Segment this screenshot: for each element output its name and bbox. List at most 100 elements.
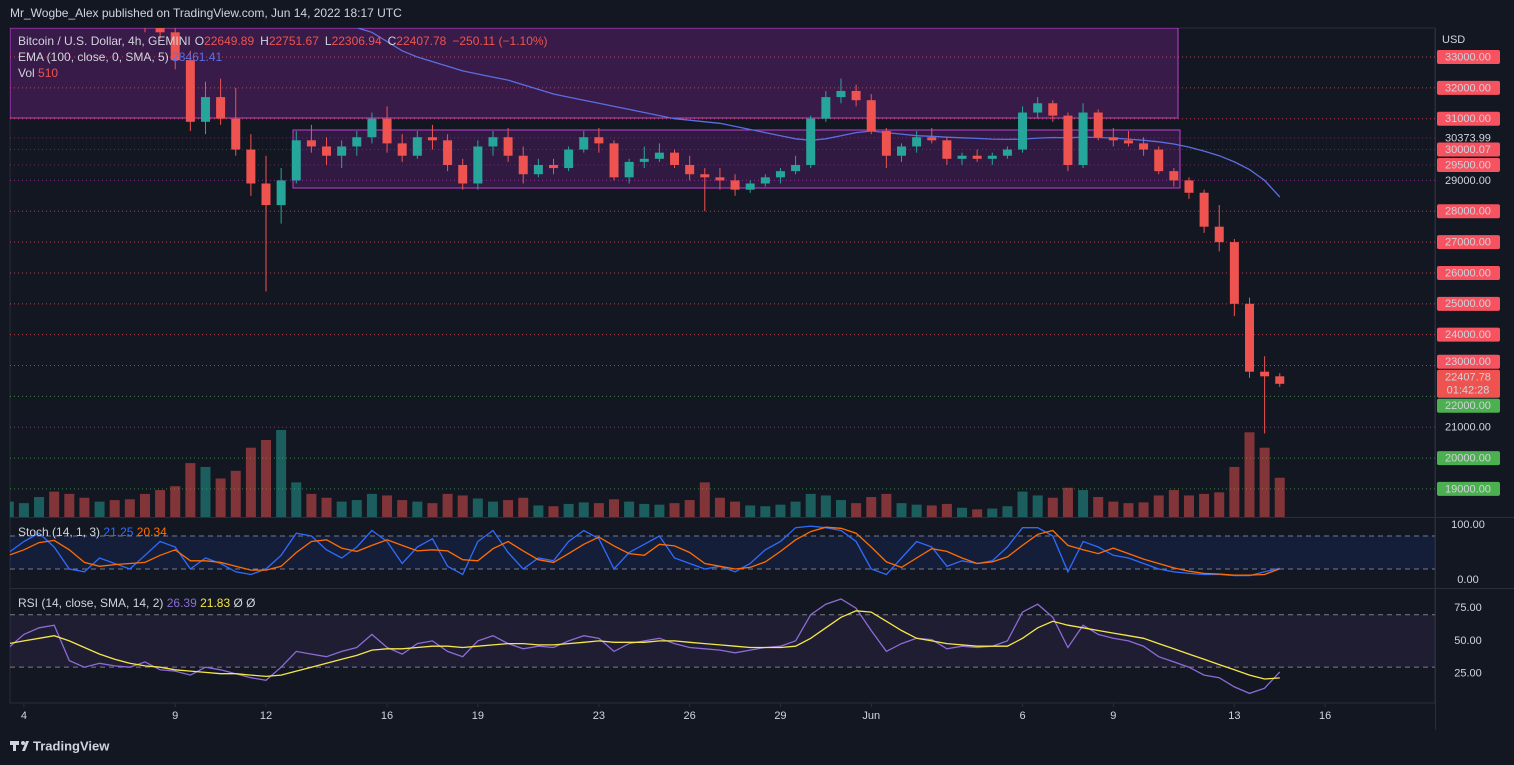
band-fill <box>10 535 1435 570</box>
candle-body <box>458 164 468 184</box>
y-tick-label-box <box>1437 111 1500 126</box>
volume-bar <box>64 493 75 517</box>
x-tick-label: 26 <box>684 710 696 722</box>
y-tick-label-box <box>1437 398 1500 413</box>
price-label-box <box>1437 142 1500 157</box>
countdown: 01:42:28 <box>1447 385 1490 397</box>
volume-bar <box>1153 495 1164 517</box>
y-tick-label: 100.00 <box>1451 519 1485 531</box>
volume-bar <box>1078 490 1089 517</box>
ema-legend: EMA (100, close, 0, SMA, 5) 28461.41 <box>18 50 222 64</box>
candle-body <box>987 155 997 159</box>
rsi-extra: Ø Ø <box>233 596 255 610</box>
candle-body <box>382 118 392 144</box>
price-label: 29500.00 <box>1445 159 1491 171</box>
x-tick-label: 19 <box>472 710 484 722</box>
vol-title: Vol <box>18 66 35 80</box>
volume-bar <box>200 466 211 517</box>
volume-bar <box>1138 502 1149 517</box>
candle-body <box>624 161 634 178</box>
volume-bar <box>851 503 862 517</box>
volume-bar <box>261 440 272 517</box>
y-tick-label: 32000.00 <box>1445 82 1491 94</box>
candle-body <box>730 180 740 190</box>
volume-bar <box>548 506 559 517</box>
volume-bar <box>457 495 468 517</box>
candle-body <box>1123 140 1133 144</box>
y-tick-label-box <box>1437 50 1500 65</box>
candle-body <box>1184 180 1194 193</box>
volume-bar <box>1274 477 1285 517</box>
y-tick-label-box <box>1437 235 1500 250</box>
volume-bar <box>730 501 741 517</box>
volume-bar <box>79 497 90 517</box>
candle-body <box>246 149 256 184</box>
candle-body <box>1002 149 1012 156</box>
axis-unit: USD <box>1442 34 1465 46</box>
symbol-legend: Bitcoin / U.S. Dollar, 4h, GEMINI O22649.… <box>18 34 548 48</box>
stoch-title: Stoch (14, 1, 3) <box>18 525 100 539</box>
ohlc: O22649.89 H22751.67 L22306.94 C22407.78 −250… <box>195 34 548 48</box>
volume-bar <box>10 501 14 517</box>
candle-body <box>473 146 483 184</box>
candle-body <box>1139 143 1149 150</box>
volume-bar <box>1108 501 1119 517</box>
volume-bar <box>624 501 635 517</box>
y-tick-label: 19000.00 <box>1445 483 1491 495</box>
candle-body <box>927 137 937 141</box>
y-tick-label: 75.00 <box>1454 602 1482 614</box>
candle-body <box>896 146 906 156</box>
candle-body <box>670 152 680 165</box>
candle-body <box>579 137 589 150</box>
ema-value: 28461.41 <box>172 50 222 64</box>
volume-bar <box>94 501 105 517</box>
volume-bar <box>941 503 952 517</box>
volume-bar <box>336 501 347 517</box>
x-tick-label: Jun <box>862 710 880 722</box>
volume-bar <box>820 495 831 517</box>
logo-part <box>21 741 25 745</box>
volume-bar <box>1168 490 1179 517</box>
candle-body <box>397 143 407 156</box>
ohlc-value: 22306.94 <box>332 34 382 48</box>
volume-bar <box>835 500 846 517</box>
candle-body <box>654 152 664 159</box>
logo-part <box>22 741 29 751</box>
y-tick-label: 26000.00 <box>1445 267 1491 279</box>
candle-body <box>427 137 437 141</box>
candle-body <box>639 158 649 162</box>
volume-bar <box>714 497 725 517</box>
time-axis: 4 9 12 16 19 23 26 29 Jun 6 9 13 16 <box>21 703 1331 722</box>
x-tick-label: 9 <box>1110 710 1116 722</box>
candle-body <box>775 171 785 178</box>
stoch-d-value: 20.34 <box>137 525 167 539</box>
symbol-title: Bitcoin / U.S. Dollar, 4h, GEMINI <box>18 34 191 48</box>
y-tick-label-box <box>1437 327 1500 342</box>
candle-body <box>155 28 165 33</box>
last-price-box <box>1437 369 1500 398</box>
rsi-legend: RSI (14, close, SMA, 14, 2) 26.39 21.83 … <box>18 596 256 610</box>
x-tick-label: 29 <box>774 710 786 722</box>
candle-body <box>337 146 347 156</box>
y-tick-label-box <box>1437 204 1500 219</box>
candle-body <box>1108 137 1118 141</box>
candle-body <box>881 131 891 156</box>
candle-body <box>261 183 271 206</box>
volume-bar <box>215 478 226 517</box>
ohlc-prefix: H <box>260 34 269 48</box>
volume-bar <box>18 503 29 517</box>
candle-body <box>216 97 226 119</box>
x-tick-label: 9 <box>172 710 178 722</box>
y-tick-label: 29000.00 <box>1445 175 1491 187</box>
volume-bar <box>397 500 408 517</box>
volume-bar <box>109 500 120 517</box>
ohlc-value: 22751.67 <box>269 34 319 48</box>
candle-body <box>1033 103 1043 113</box>
publisher: Mr_Wogbe_Alex published on TradingView.c… <box>10 6 402 20</box>
candle-body <box>806 118 816 165</box>
y-tick-label: 0.00 <box>1457 574 1478 586</box>
vol-value: 510 <box>38 66 58 80</box>
volume-bar <box>654 504 665 517</box>
volume-bar <box>49 491 60 517</box>
